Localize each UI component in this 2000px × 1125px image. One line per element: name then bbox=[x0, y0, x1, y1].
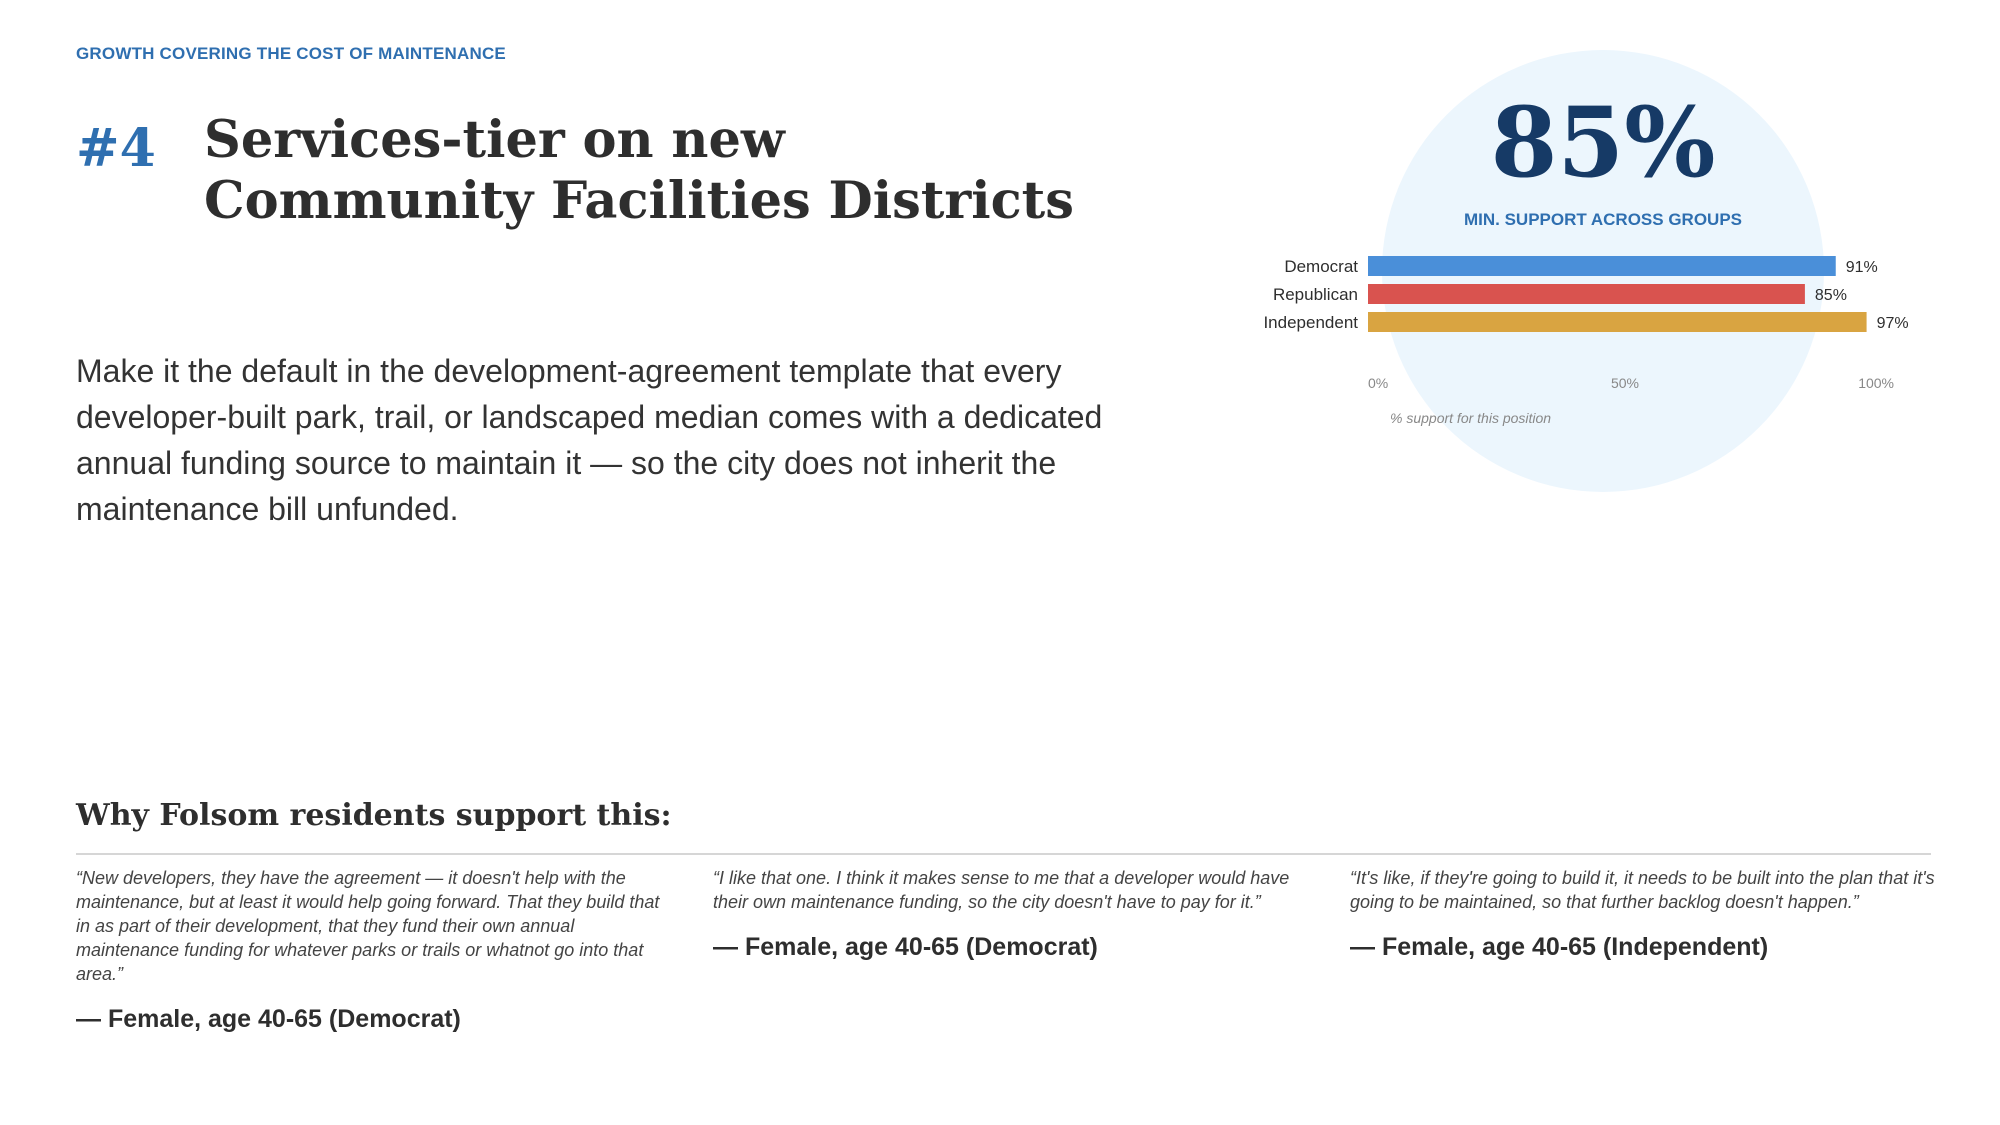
quote-text: “New developers, they have the agreement… bbox=[76, 868, 660, 984]
support-heading: Why Folsom residents support this: bbox=[76, 798, 672, 833]
min-support-label: MIN. SUPPORT ACROSS GROUPS bbox=[1463, 210, 1742, 229]
quote-card: “It's like, if they're going to build it… bbox=[1350, 866, 1945, 962]
data-label: 85% bbox=[1815, 287, 1847, 304]
category-label: Independent bbox=[1263, 313, 1358, 332]
quote-text: “It's like, if they're going to build it… bbox=[1350, 868, 1935, 912]
page-title: Services-tier on new Community Facilitie… bbox=[204, 110, 1074, 231]
quote-attribution: — Female, age 40-65 (Democrat) bbox=[76, 1005, 461, 1033]
divider bbox=[76, 853, 1931, 855]
tick-label: 100% bbox=[1858, 375, 1894, 391]
support-bar-chart: Democrat 91% Republican 85% Independent 97% 0%… bbox=[1263, 256, 1909, 426]
tick-label: 50% bbox=[1611, 375, 1639, 391]
category-label: Democrat bbox=[1284, 257, 1358, 276]
data-label: 97% bbox=[1877, 315, 1909, 332]
proposal-description: Make it the default in the development-a… bbox=[76, 353, 1103, 527]
section-eyebrow: GROWTH COVERING THE COST OF MAINTENANCE bbox=[76, 44, 506, 63]
quote-card: “New developers, they have the agreement… bbox=[76, 866, 671, 1034]
data-label: 91% bbox=[1846, 259, 1878, 276]
quote-text: “I like that one. I think it makes sense… bbox=[713, 868, 1290, 912]
bar-republican bbox=[1368, 284, 1805, 304]
bar-democrat bbox=[1368, 256, 1836, 276]
category-label: Republican bbox=[1273, 285, 1358, 304]
quote-attribution: — Female, age 40-65 (Independent) bbox=[1350, 933, 1769, 961]
x-axis-label: % support for this position bbox=[1390, 410, 1551, 426]
item-number: #4 bbox=[76, 118, 156, 179]
quote-card: “I like that one. I think it makes sense… bbox=[713, 866, 1308, 962]
min-support-value: 85% bbox=[1490, 86, 1716, 199]
quote-attribution: — Female, age 40-65 (Democrat) bbox=[713, 933, 1098, 961]
tick-label: 0% bbox=[1368, 375, 1388, 391]
bar-independent bbox=[1368, 312, 1867, 332]
